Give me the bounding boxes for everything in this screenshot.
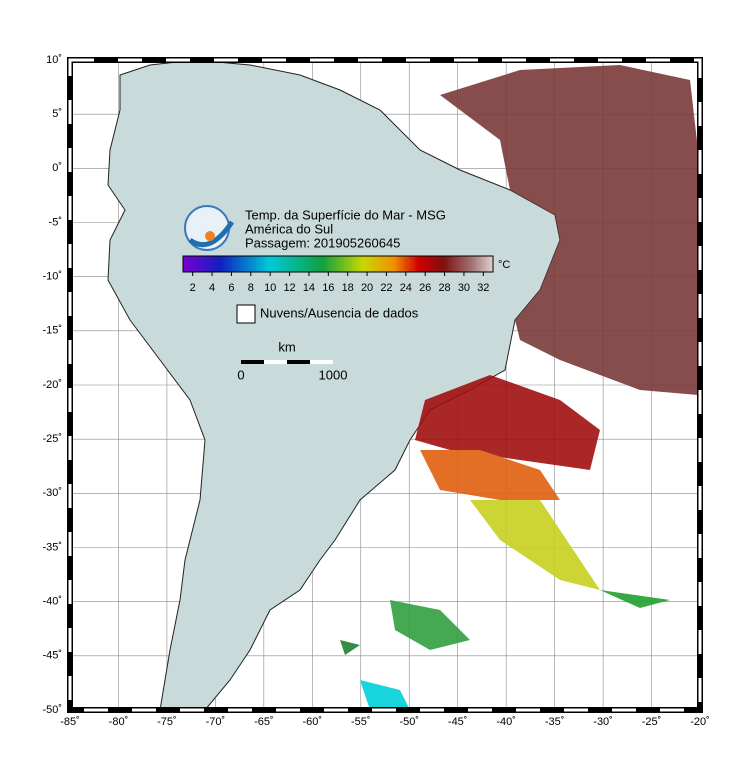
legend-swatch	[236, 304, 256, 324]
colorbar-unit: °C	[498, 259, 510, 271]
lat-tick-label: -50˚	[42, 704, 62, 716]
colorbar-tick-label: 16	[322, 282, 334, 294]
colorbar-tick-label: 30	[458, 282, 470, 294]
colorbar-tick-label: 6	[228, 282, 234, 294]
lon-tick-label: -80˚	[109, 716, 129, 728]
colorbar	[182, 255, 494, 273]
title-line: Temp. da Superfície do Mar - MSG	[245, 207, 446, 222]
colorbar-tick-label: 4	[209, 282, 215, 294]
lon-tick-label: -40˚	[496, 716, 516, 728]
lat-tick-label: -10˚	[42, 271, 62, 283]
colorbar-tick-label: 10	[264, 282, 276, 294]
logo	[184, 205, 235, 251]
lon-tick-label: -85˚	[60, 716, 80, 728]
lat-tick-label: -20˚	[42, 379, 62, 391]
lat-tick-label: 10˚	[46, 54, 62, 66]
lat-tick-label: -25˚	[42, 433, 62, 445]
colorbar-tick-label: 12	[283, 282, 295, 294]
lat-tick-label: -30˚	[42, 487, 62, 499]
lon-tick-label: -55˚	[351, 716, 371, 728]
lon-tick-label: -60˚	[303, 716, 323, 728]
lat-tick-label: -45˚	[42, 650, 62, 662]
colorbar-tick-label: 8	[248, 282, 254, 294]
lon-tick-label: -75˚	[157, 716, 177, 728]
title-line: América do Sul	[245, 221, 333, 236]
sst-patches	[340, 65, 698, 710]
legend-label: Nuvens/Ausencia de dados	[260, 305, 419, 320]
lon-tick-label: -25˚	[642, 716, 662, 728]
lon-tick-label: -35˚	[545, 716, 565, 728]
lat-tick-label: -5˚	[49, 216, 62, 228]
scale-unit: km	[278, 339, 295, 354]
map-frame-dashes	[68, 58, 702, 712]
lon-tick-label: -30˚	[593, 716, 613, 728]
lon-tick-label: -65˚	[254, 716, 274, 728]
title-line: Passagem: 201905260645	[245, 235, 400, 250]
lon-tick-label: -20˚	[690, 716, 710, 728]
lat-tick-label: 0˚	[52, 162, 62, 174]
lon-tick-label: -50˚	[399, 716, 419, 728]
scale-label: 0	[237, 367, 244, 382]
colorbar-tick-label: 32	[477, 282, 489, 294]
colorbar-tick-label: 2	[190, 282, 196, 294]
lon-tick-label: -70˚	[206, 716, 226, 728]
colorbar-tick-label: 18	[342, 282, 354, 294]
colorbar-tick-label: 22	[380, 282, 392, 294]
lat-tick-label: -40˚	[42, 596, 62, 608]
colorbar-tick-label: 24	[400, 282, 412, 294]
lon-tick-label: -45˚	[448, 716, 468, 728]
colorbar-tick-label: 26	[419, 282, 431, 294]
colorbar-tick-label: 28	[438, 282, 450, 294]
scale-label: 1000	[319, 367, 348, 382]
lat-tick-label: -15˚	[42, 325, 62, 337]
lat-tick-label: -35˚	[42, 541, 62, 553]
lat-tick-label: 5˚	[52, 108, 62, 120]
colorbar-tick-label: 14	[303, 282, 315, 294]
colorbar-tick-label: 20	[361, 282, 373, 294]
scale-bar	[241, 360, 333, 364]
